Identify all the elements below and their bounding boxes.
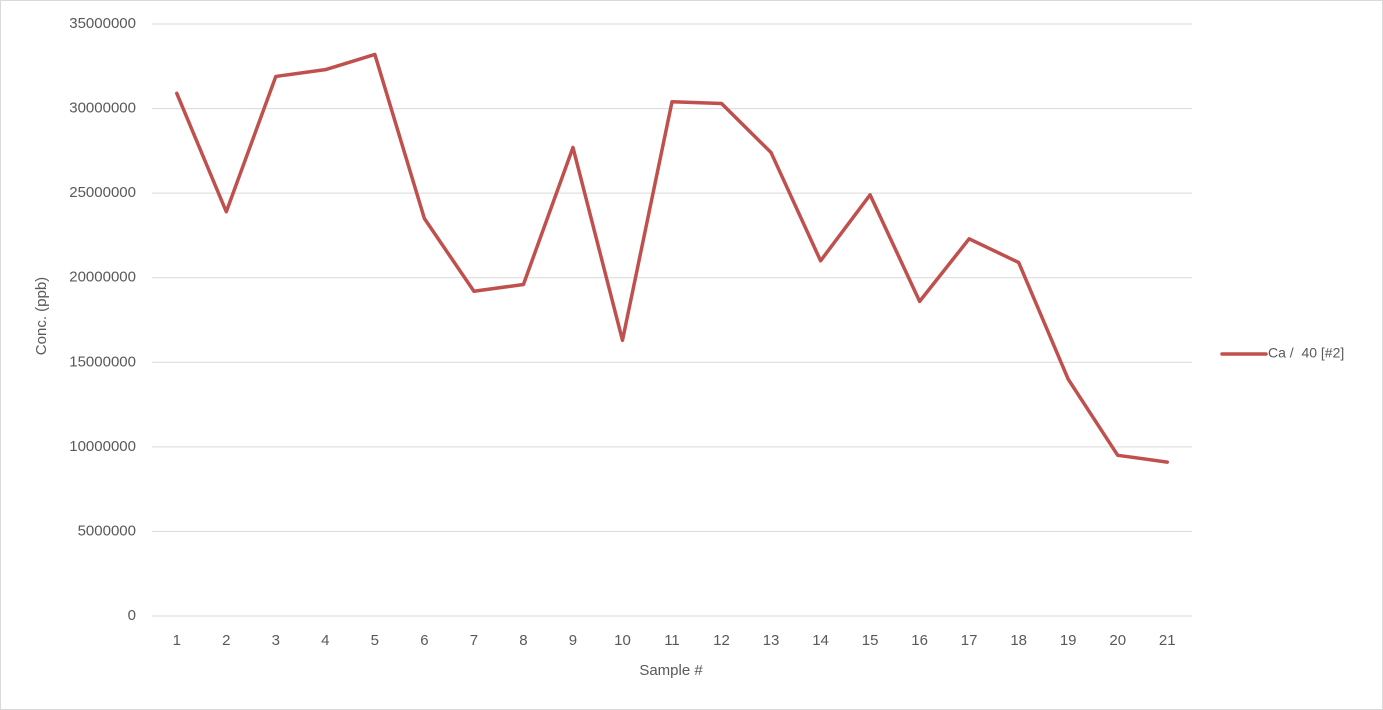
y-tick-label: 15000000 [69, 353, 136, 370]
x-tick-label: 9 [569, 632, 577, 649]
y-tick-label: 35000000 [69, 15, 136, 32]
y-tick-label: 20000000 [69, 269, 136, 286]
x-tick-label: 10 [614, 632, 631, 649]
y-tick-label: 5000000 [78, 522, 136, 539]
y-tick-label: 30000000 [69, 100, 136, 117]
x-tick-label: 20 [1109, 632, 1126, 649]
x-tick-label: 4 [321, 632, 329, 649]
x-tick-label: 7 [470, 632, 478, 649]
y-axis-title: Conc. (ppb) [33, 277, 50, 355]
x-tick-label: 13 [763, 632, 780, 649]
legend-label: Ca / 40 [#2] [1268, 345, 1344, 361]
x-tick-label: 16 [911, 632, 928, 649]
x-tick-label: 8 [519, 632, 527, 649]
x-tick-label: 19 [1060, 632, 1077, 649]
x-tick-label: 15 [862, 632, 879, 649]
y-tick-label: 0 [128, 607, 136, 624]
x-tick-label: 12 [713, 632, 730, 649]
x-tick-label: 11 [664, 632, 680, 649]
x-tick-label: 18 [1010, 632, 1027, 649]
x-tick-label: 2 [222, 632, 230, 649]
data-line [175, 52, 1169, 464]
x-tick-label: 3 [272, 632, 280, 649]
x-tick-label: 21 [1159, 632, 1176, 649]
x-tick-label: 6 [420, 632, 428, 649]
x-tick-label: 14 [812, 632, 829, 649]
y-tick-label: 25000000 [69, 184, 136, 201]
x-tick-label: 1 [173, 632, 181, 649]
x-axis-title: Sample # [639, 662, 703, 679]
x-tick-label: 5 [371, 632, 379, 649]
y-tick-label: 10000000 [69, 438, 136, 455]
x-tick-label: 17 [961, 632, 978, 649]
